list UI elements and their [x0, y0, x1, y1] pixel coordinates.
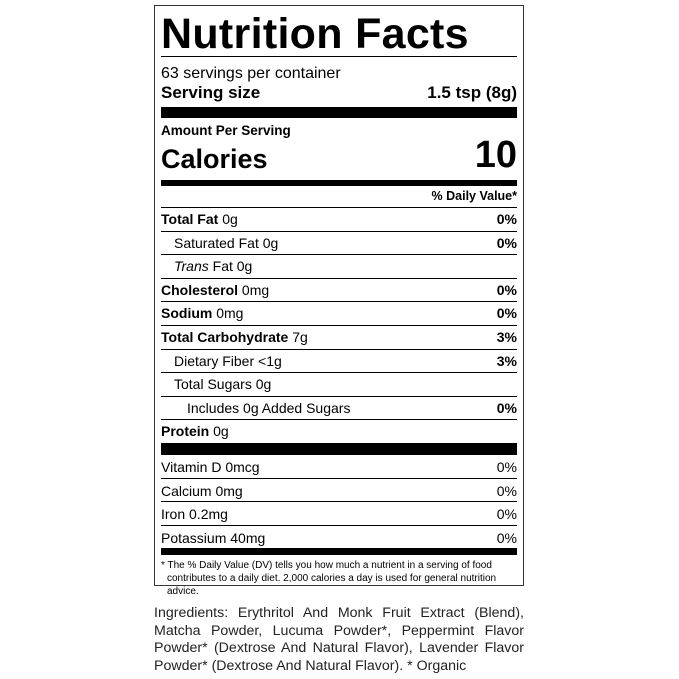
nutrient-amount: 0mg	[216, 305, 244, 322]
vitamin-name: Potassium 40mg	[161, 529, 266, 546]
vitamin-daily-value: 0%	[496, 529, 517, 546]
nutrient-row: Dietary Fiber <1g 3%	[161, 350, 517, 374]
amount-per-serving: Amount Per Serving	[161, 123, 291, 138]
nutrient-row: Sodium 0mg 0%	[161, 302, 517, 326]
divider-thick	[161, 107, 517, 118]
nutrient-name: Cholesterol	[161, 281, 239, 298]
nutrient-daily-value: 0%	[496, 305, 517, 322]
calories-label: Calories	[161, 144, 268, 174]
nutrient-amount: 0g	[213, 423, 229, 440]
nutrition-facts-label: Nutrition Facts 63 servings per containe…	[154, 5, 524, 597]
label-title: Nutrition Facts	[161, 6, 517, 58]
nutrient-name: Includes 0g Added Sugars	[187, 399, 351, 416]
nutrient-amount: 0g	[255, 376, 272, 393]
vitamin-list: Vitamin D 0mcg 0% Calcium 0mg 0% Iron 0.2mg 0…	[161, 455, 517, 548]
nutrient-name: Sodium	[161, 305, 213, 322]
nutrient-name: Dietary Fiber	[174, 352, 255, 369]
vitamin-row: Potassium 40mg 0%	[161, 526, 517, 549]
divider-medium	[161, 548, 517, 556]
divider-thick	[161, 442, 517, 455]
nutrient-amount: 7g	[292, 328, 308, 345]
nutrient-daily-value: 3%	[496, 328, 517, 345]
nutrient-row: Total Fat 0g 0%	[161, 208, 517, 232]
nutrient-name: Total Carbohydrate	[161, 328, 289, 345]
vitamin-name: Calcium 0mg	[161, 482, 243, 499]
serving-size-label: Serving size	[161, 83, 261, 102]
vitamin-daily-value: 0%	[496, 482, 517, 499]
calories-row: Calories 10	[161, 134, 517, 176]
nutrient-daily-value: 0%	[496, 234, 517, 251]
vitamin-daily-value: 0%	[496, 506, 517, 523]
daily-value-header: % Daily Value*	[161, 186, 517, 208]
vitamin-row: Vitamin D 0mcg 0%	[161, 455, 517, 479]
nutrient-list: Total Fat 0g 0% Saturated Fat 0g 0% Trans Fa…	[161, 208, 517, 443]
nutrient-daily-value: 0%	[496, 281, 517, 298]
footnote: * The % Daily Value (DV) tells you how m…	[161, 560, 497, 598]
nutrient-row: Protein 0g	[161, 420, 517, 443]
divider-medium	[161, 180, 517, 186]
nutrient-row: Trans Fat 0g	[161, 255, 517, 279]
nutrient-name: Total Sugars	[174, 376, 252, 393]
nutrient-row: Total Carbohydrate 7g 3%	[161, 326, 517, 350]
nutrient-row: Cholesterol 0mg 0%	[161, 279, 517, 303]
vitamin-name: Vitamin D 0mcg	[161, 458, 260, 475]
serving-size: Serving size 1.5 tsp (8g)	[161, 83, 517, 102]
nutrient-amount: 0g	[262, 234, 279, 251]
nutrient-name: Protein	[161, 423, 210, 440]
nutrient-daily-value: 0%	[496, 399, 517, 416]
vitamin-daily-value: 0%	[496, 458, 517, 475]
vitamin-name: Iron 0.2mg	[161, 506, 228, 523]
nutrient-name-suffix: Fat	[212, 258, 233, 275]
nutrient-name: Saturated Fat	[174, 234, 259, 251]
nutrient-amount: <1g	[258, 352, 282, 369]
vitamin-row: Calcium 0mg 0%	[161, 479, 517, 503]
nutrient-name: Trans	[174, 258, 209, 275]
servings-per-container: 63 servings per container	[161, 65, 341, 82]
nutrient-name: Total Fat	[161, 211, 219, 227]
nutrient-row: Includes 0g Added Sugars 0%	[161, 397, 517, 421]
nutrient-daily-value: 3%	[496, 352, 517, 369]
nutrient-row: Saturated Fat 0g 0%	[161, 232, 517, 256]
nutrient-amount: 0g	[222, 211, 238, 227]
nutrient-amount: 0g	[236, 258, 253, 275]
nutrient-daily-value: 0%	[496, 211, 517, 227]
calories-value: 10	[474, 134, 517, 176]
vitamin-row: Iron 0.2mg 0%	[161, 502, 517, 526]
nutrient-row: Total Sugars 0g	[161, 373, 517, 397]
ingredients-text: Ingredients: Erythritol And Monk Fruit E…	[154, 605, 524, 674]
nutrient-amount: 0mg	[241, 281, 270, 298]
serving-size-value: 1.5 tsp (8g)	[427, 83, 517, 102]
